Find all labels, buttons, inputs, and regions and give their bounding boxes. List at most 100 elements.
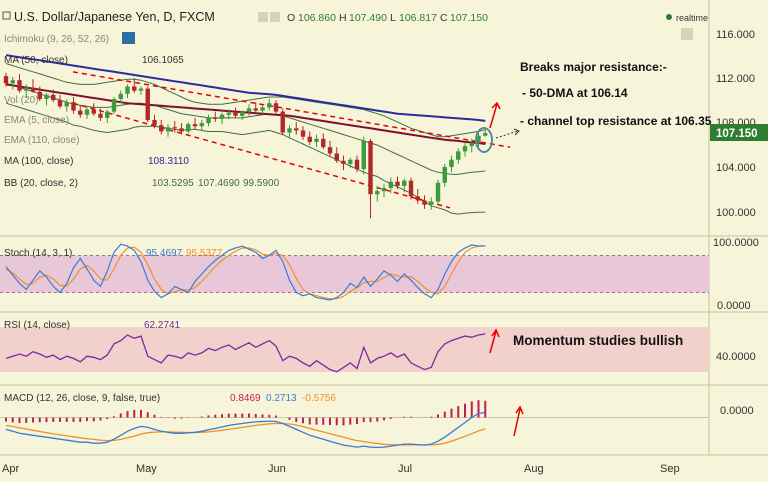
bb-value-mid: 103.5295 (152, 178, 194, 189)
candle-body (314, 138, 319, 142)
dashed-projection-arrow-icon (495, 128, 520, 139)
close-label: C (440, 12, 448, 24)
time-tick-label: Sep (660, 463, 680, 475)
candle-body (165, 127, 171, 132)
candle-body (240, 111, 245, 116)
candle-body (456, 151, 461, 160)
ichimoku-label[interactable]: Ichimoku (9, 26, 52, 26) (4, 34, 109, 45)
time-tick-label: Aug (524, 463, 544, 475)
stoch-pane[interactable] (0, 243, 709, 301)
macd-pane[interactable] (0, 400, 709, 449)
stoch-value-d: 95.5377 (186, 248, 223, 259)
time-tick-label: Apr (2, 463, 19, 475)
candle-body (219, 114, 225, 119)
candle-body (226, 112, 231, 115)
realtime-dot-icon (666, 14, 672, 20)
candle-body (267, 103, 272, 108)
candle-body (395, 181, 400, 186)
annotation-line: - channel top resistance at 106.35 (520, 114, 712, 128)
candle-body (132, 86, 137, 91)
eye-icon[interactable] (270, 12, 280, 22)
candle-body (159, 125, 164, 132)
time-tick-label: Jun (268, 463, 286, 475)
signal-value: 0.2713 (266, 393, 297, 404)
rsi-value: 62.2741 (144, 320, 181, 331)
candle-body (375, 191, 380, 195)
candle-body (91, 109, 96, 114)
low-label: L (390, 12, 396, 24)
candle-body (37, 91, 42, 100)
candle-body (111, 99, 117, 112)
candle-body (78, 110, 83, 115)
indicator-legend[interactable]: Ichimoku (9, 26, 52, 26) MA (50, close) … (4, 32, 336, 404)
hist-value: -0.5756 (302, 393, 336, 404)
settings-icon[interactable] (258, 12, 268, 22)
rsi-up-arrow-icon (489, 328, 500, 354)
ema110-label[interactable]: EMA (110, close) (4, 135, 79, 146)
price-tick-label: 104.000 (716, 162, 756, 174)
symbol-title[interactable]: U.S. Dollar/Japanese Yen, D, FXCM (14, 10, 215, 24)
resistance-annotation: Breaks major resistance:- - 50-DMA at 10… (520, 60, 712, 128)
candle-body (172, 127, 177, 129)
candle-body (84, 109, 90, 115)
bb-label[interactable]: BB (20, close, 2) (4, 178, 78, 189)
price-tick-label: 112.000 (716, 73, 755, 85)
macd-line (5, 411, 486, 449)
price-pane[interactable] (3, 54, 511, 219)
candle-body (300, 130, 306, 137)
candle-body (435, 182, 441, 202)
candle-body (206, 117, 211, 124)
price-tick-label: 116.000 (716, 29, 755, 41)
channel-bottom-line[interactable] (72, 102, 451, 209)
collapse-icon[interactable] (2, 11, 11, 20)
candle-body (469, 142, 474, 147)
chart-header[interactable]: U.S. Dollar/Japanese Yen, D, FXCM O 106.… (2, 10, 708, 40)
rsi-pane[interactable] (5, 333, 486, 373)
candle-body (408, 180, 414, 197)
candle-body (10, 80, 15, 84)
current-price-badge: 107.150 (710, 124, 768, 141)
candle-body (57, 100, 63, 107)
candle-body (287, 128, 292, 133)
fullscreen-icon[interactable] (681, 28, 693, 40)
candle-body (71, 102, 76, 111)
ma50-label[interactable]: MA (50, close) (4, 55, 68, 66)
candle-body (381, 187, 387, 192)
macd-label[interactable]: MACD (12, 26, close, 9, false, true) (4, 393, 160, 404)
candle-body (17, 80, 22, 91)
ema5-label[interactable]: EMA (5, close) (4, 115, 69, 126)
candle-body (368, 140, 373, 195)
low-value: 106.817 (399, 12, 437, 24)
open-label: O (287, 12, 295, 24)
candle-body (415, 196, 420, 201)
rsi-label[interactable]: RSI (14, close) (4, 320, 70, 331)
ma100-value: 108.3110 (148, 156, 189, 167)
price-tick-label: 100.000 (716, 207, 756, 219)
macd-signal-line (5, 422, 486, 446)
time-axis[interactable]: Apr May Jun Jul Aug Sep (2, 463, 680, 475)
candle-body (429, 201, 434, 205)
candle-body (192, 124, 198, 127)
visibility-icon[interactable] (122, 32, 135, 44)
up-arrow-icon (489, 101, 501, 129)
ma100-line (5, 54, 486, 122)
momentum-annotation: Momentum studies bullish (513, 333, 683, 348)
current-price-label: 107.150 (716, 128, 758, 140)
candle-body (361, 140, 366, 170)
ma50-line (5, 83, 486, 145)
high-value: 107.490 (349, 12, 387, 24)
channel-top-line[interactable] (72, 71, 511, 148)
macd-tick-label: 0.0000 (720, 405, 754, 417)
candle-body (233, 112, 238, 116)
candle-body (483, 133, 488, 136)
ma100-label[interactable]: MA (100, close) (4, 156, 73, 167)
candle-body (138, 88, 144, 91)
bollinger-upper-line (5, 63, 486, 138)
candle-body (294, 128, 299, 131)
ma50-value: 106.1065 (142, 55, 184, 66)
stoch-label[interactable]: Stoch (14, 3, 1) (4, 248, 72, 259)
open-value: 106.860 (298, 12, 336, 24)
vol-label[interactable]: Vol (20) (4, 95, 38, 106)
candle-body (280, 111, 285, 133)
